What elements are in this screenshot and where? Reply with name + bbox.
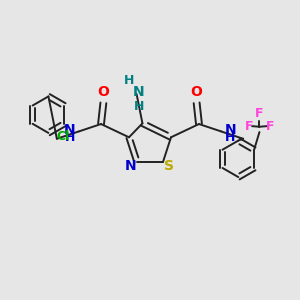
Text: H: H [134,100,144,113]
Text: N: N [64,123,75,137]
Text: O: O [191,85,203,99]
Text: F: F [245,120,254,133]
Text: H: H [65,131,75,144]
Text: N: N [125,158,136,172]
Text: Cl: Cl [56,130,69,143]
Text: N: N [133,85,145,99]
Text: O: O [98,85,109,99]
Text: H: H [225,131,235,144]
Text: S: S [164,158,175,172]
Text: F: F [255,107,264,120]
Text: H: H [124,74,134,87]
Text: F: F [266,120,274,133]
Text: N: N [225,123,236,137]
